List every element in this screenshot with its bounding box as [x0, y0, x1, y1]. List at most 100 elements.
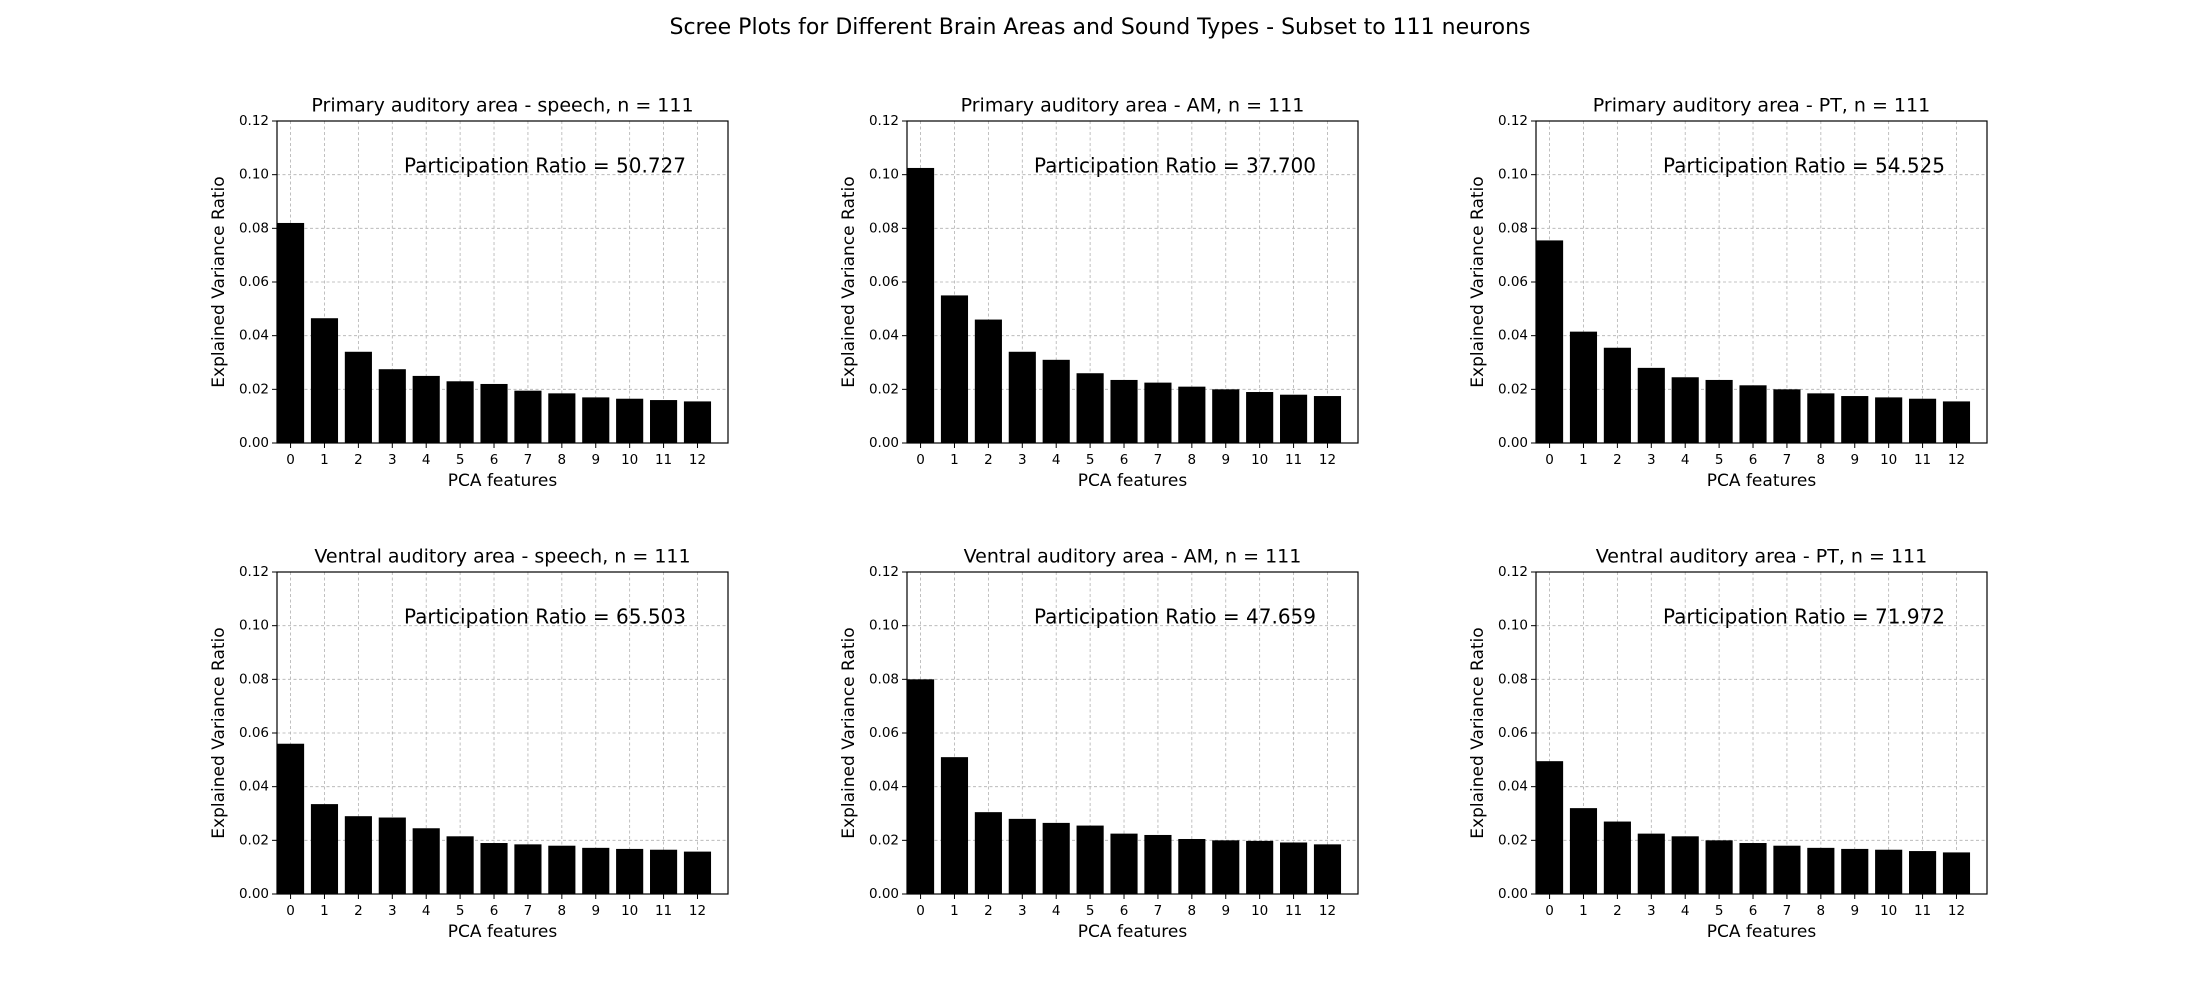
bar-2 — [344, 816, 372, 894]
y-tick-label: 0.08 — [239, 671, 269, 687]
bar-5 — [1076, 373, 1104, 443]
chart-panel-5: 0.000.020.040.060.080.100.120 1 2 3 4 5 6 7 8 9 10… — [839, 546, 1359, 942]
bar-7 — [514, 390, 542, 443]
y-tick-label: 0.04 — [869, 779, 899, 795]
chart-panel-3: 0.000.020.040.060.080.100.120 1 2 3 4 5 6 7 8 9 10… — [1468, 95, 1988, 491]
x-tick-label: 3 — [1018, 452, 1027, 468]
panel-title: Primary auditory area - PT, n = 111 — [1593, 95, 1930, 117]
x-tick-label: 4 — [1681, 903, 1690, 919]
y-tick-label: 0.00 — [239, 435, 269, 451]
bar-5 — [1076, 825, 1104, 894]
y-tick-label: 0.02 — [239, 381, 269, 397]
x-axis-label: PCA features — [1707, 922, 1817, 942]
y-tick-label: 0.10 — [1498, 618, 1528, 634]
x-tick-label: 7 — [524, 452, 533, 468]
bar-7 — [1144, 834, 1172, 894]
x-tick-label: 6 — [1120, 903, 1129, 919]
x-tick-label: 8 — [1817, 903, 1826, 919]
y-tick-label: 0.00 — [1498, 435, 1528, 451]
x-tick-label: 5 — [1715, 903, 1724, 919]
bar-3 — [1008, 818, 1036, 894]
bar-10 — [1875, 397, 1903, 443]
x-tick-label: 10 — [1251, 452, 1268, 468]
bar-10 — [1875, 849, 1903, 894]
bar-3 — [1637, 833, 1665, 894]
y-tick-label: 0.12 — [1498, 113, 1528, 129]
bar-2 — [344, 351, 372, 443]
x-tick-label: 10 — [1251, 903, 1268, 919]
bar-9 — [1212, 840, 1240, 894]
y-tick-label: 0.02 — [239, 832, 269, 848]
x-tick-label: 5 — [1715, 452, 1724, 468]
bar-9 — [1841, 848, 1869, 894]
y-tick-label: 0.12 — [869, 564, 899, 580]
x-tick-label: 11 — [1285, 903, 1302, 919]
bar-0 — [277, 222, 305, 443]
panel-title: Primary auditory area - speech, n = 111 — [311, 95, 693, 117]
bar-2 — [1603, 347, 1631, 443]
bar-0 — [1536, 761, 1564, 894]
bar-9 — [582, 397, 610, 443]
panel-title: Primary auditory area - AM, n = 111 — [961, 95, 1305, 117]
x-tick-label: 2 — [1613, 452, 1622, 468]
x-tick-label: 7 — [1154, 903, 1163, 919]
y-axis-label: Explained Variance Ratio — [839, 176, 859, 387]
y-axis-label: Explained Variance Ratio — [1468, 627, 1488, 838]
bar-8 — [1807, 393, 1835, 443]
bar-12 — [1942, 852, 1971, 894]
x-tick-label: 6 — [1749, 903, 1758, 919]
x-tick-label: 6 — [1120, 452, 1129, 468]
x-axis-label: PCA features — [1707, 471, 1817, 491]
bar-4 — [1042, 822, 1070, 894]
y-axis-label: Explained Variance Ratio — [839, 627, 859, 838]
participation-ratio-annotation: Participation Ratio = 50.727 — [404, 154, 686, 178]
bar-2 — [974, 812, 1002, 894]
panel-title: Ventral auditory area - AM, n = 111 — [964, 546, 1302, 568]
x-tick-label: 9 — [591, 903, 600, 919]
y-tick-label: 0.08 — [869, 671, 899, 687]
bar-1 — [940, 295, 969, 443]
bar-12 — [1313, 396, 1342, 443]
bar-6 — [1739, 385, 1767, 443]
bar-11 — [1909, 398, 1937, 443]
y-axis-label: Explained Variance Ratio — [209, 176, 229, 387]
y-tick-label: 0.10 — [1498, 167, 1528, 183]
x-tick-label: 2 — [984, 452, 993, 468]
bar-3 — [378, 369, 406, 443]
bar-8 — [548, 393, 576, 443]
x-tick-label: 9 — [1850, 452, 1859, 468]
x-tick-label: 1 — [320, 452, 329, 468]
x-tick-label: 1 — [1579, 903, 1588, 919]
y-tick-label: 0.02 — [1498, 832, 1528, 848]
x-tick-label: 8 — [1188, 452, 1197, 468]
x-tick-label: 9 — [591, 452, 600, 468]
x-tick-label: 0 — [916, 903, 925, 919]
participation-ratio-annotation: Participation Ratio = 65.503 — [404, 605, 686, 629]
x-tick-label: 1 — [950, 903, 959, 919]
x-tick-label: 2 — [984, 903, 993, 919]
x-tick-label: 9 — [1221, 903, 1230, 919]
x-tick-label: 12 — [1948, 452, 1965, 468]
bar-2 — [974, 319, 1002, 443]
x-tick-label: 4 — [1052, 903, 1061, 919]
y-tick-label: 0.12 — [1498, 564, 1528, 580]
x-tick-label: 0 — [1545, 903, 1554, 919]
x-tick-label: 3 — [1018, 903, 1027, 919]
y-tick-label: 0.02 — [869, 381, 899, 397]
bar-4 — [1042, 359, 1070, 443]
bar-10 — [1246, 392, 1274, 443]
bar-6 — [1110, 833, 1138, 894]
x-tick-label: 0 — [286, 452, 295, 468]
y-tick-label: 0.08 — [239, 220, 269, 236]
bar-1 — [1569, 808, 1598, 894]
x-tick-label: 12 — [1948, 903, 1965, 919]
x-tick-label: 6 — [1749, 452, 1758, 468]
bar-12 — [1942, 401, 1971, 443]
bar-5 — [446, 836, 474, 894]
x-tick-label: 2 — [354, 452, 363, 468]
bar-8 — [1178, 386, 1206, 443]
bar-0 — [1536, 240, 1564, 443]
x-tick-label: 10 — [1880, 452, 1897, 468]
x-tick-label: 7 — [1783, 903, 1792, 919]
